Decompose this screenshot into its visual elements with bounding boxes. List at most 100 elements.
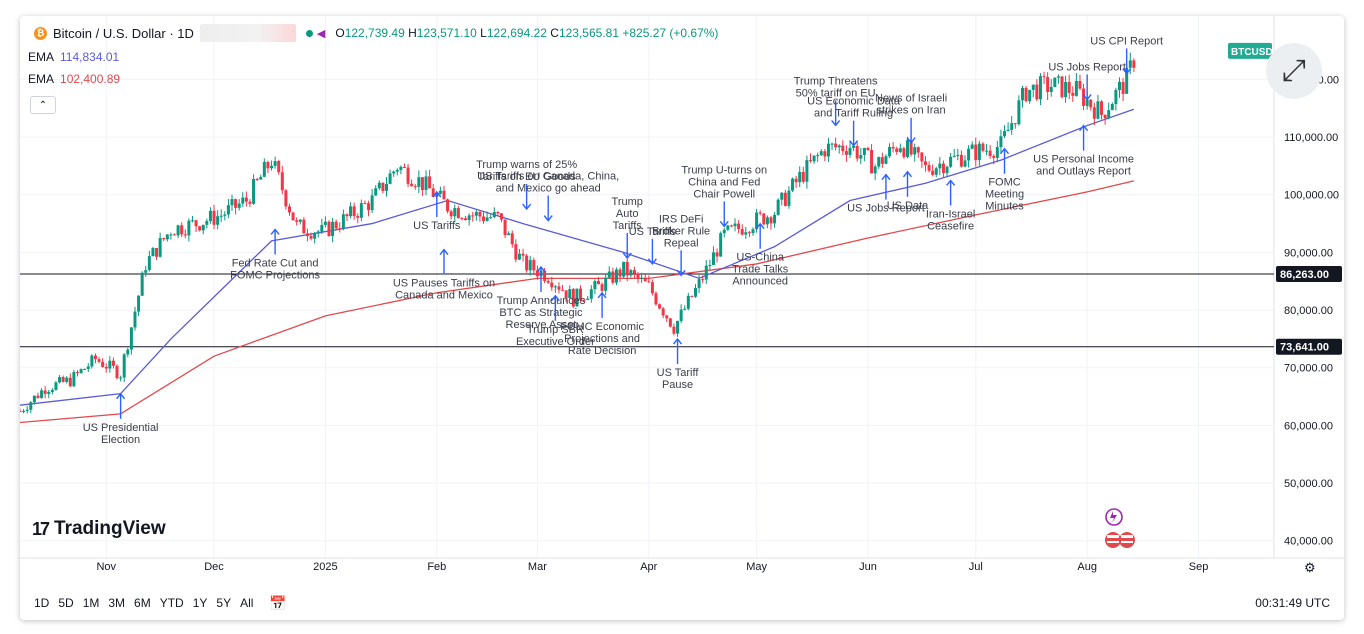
- annotation-text: Tariffs: [613, 220, 643, 232]
- range-button-1y[interactable]: 1Y: [192, 596, 208, 610]
- candle-body: [974, 144, 978, 161]
- annotation-text: FOMC: [988, 177, 1020, 189]
- candle-body: [86, 366, 90, 369]
- event-badges[interactable]: [1100, 504, 1150, 554]
- candle-body: [808, 160, 812, 162]
- candle-body: [729, 225, 733, 227]
- range-button-all[interactable]: All: [240, 596, 254, 610]
- candle-body: [726, 225, 730, 230]
- calendar-icon[interactable]: 📅: [269, 594, 287, 611]
- candle-body: [1010, 123, 1014, 130]
- candle-body: [532, 260, 536, 271]
- candle-body: [877, 157, 881, 167]
- candle-body: [499, 213, 503, 220]
- annotation-text: Trump: [612, 196, 643, 208]
- annotation-arrowhead: [676, 269, 686, 277]
- candle-body: [377, 182, 381, 189]
- y-tick-label: 70,000.00: [1284, 363, 1333, 375]
- candle-body: [690, 295, 694, 297]
- candle-body: [535, 270, 539, 277]
- candle-body: [201, 224, 205, 231]
- annotation-arrowhead: [622, 252, 632, 260]
- range-button-3m[interactable]: 3M: [108, 596, 126, 610]
- annotation-text: US Tariffs: [629, 226, 677, 238]
- candle-body: [54, 382, 58, 390]
- x-tick-label: May: [746, 561, 767, 573]
- candle-body: [812, 155, 816, 162]
- candle-body: [722, 229, 726, 234]
- annotation-text: US Personal Income: [1033, 154, 1134, 166]
- candle-body: [995, 147, 999, 158]
- y-tick-label: 60,000.00: [1284, 420, 1333, 432]
- candle-body: [68, 377, 72, 387]
- candle-body: [359, 203, 363, 218]
- annotation-text: Announced: [732, 276, 788, 288]
- y-tick-label: 40,000.00: [1284, 536, 1333, 548]
- candle-body: [920, 152, 924, 162]
- y-tick-label: 90,000.00: [1284, 247, 1333, 259]
- candle-body: [471, 215, 475, 217]
- candle-body: [1074, 80, 1078, 96]
- axes: 40,000.00 50,000.00 60,000.00 70,000.00 80,0…: [20, 16, 1344, 573]
- bitcoin-icon: ₿: [34, 26, 47, 40]
- candle-body: [1060, 76, 1064, 98]
- candle-body: [244, 197, 248, 202]
- candle-body: [564, 290, 568, 299]
- candle-body: [212, 210, 216, 225]
- annotation-arrowhead: [439, 248, 449, 256]
- candle-body: [733, 223, 737, 227]
- symbol-title[interactable]: Bitcoin / U.S. Dollar · 1D: [53, 25, 194, 41]
- candle-body: [453, 208, 457, 217]
- x-tick-label: Mar: [528, 561, 547, 573]
- x-tick-label: Aug: [1077, 561, 1097, 573]
- candle-body: [589, 289, 593, 299]
- candle-body: [108, 360, 112, 369]
- share-icon[interactable]: ◀: [316, 27, 326, 40]
- collapse-legend-button[interactable]: ⌃: [30, 96, 56, 114]
- candle-body: [496, 211, 500, 214]
- candle-body: [302, 219, 306, 234]
- obscured-region: [199, 24, 296, 42]
- annotation-text: strikes on Iran: [877, 105, 946, 117]
- candle-body: [352, 206, 356, 217]
- range-button-6m[interactable]: 6M: [134, 596, 151, 610]
- candle-body: [819, 151, 823, 156]
- annotation-text: US Jobs Report: [847, 203, 925, 215]
- candle-body: [356, 216, 360, 218]
- candle-body: [133, 311, 137, 328]
- price-label: 73,641.00: [1280, 342, 1329, 354]
- candle-body: [514, 244, 518, 260]
- annotation-arrowhead: [597, 291, 607, 299]
- candle-body: [1085, 99, 1089, 106]
- candle-body: [607, 271, 611, 278]
- x-tick-label: Feb: [427, 561, 446, 573]
- candle-body: [252, 178, 256, 204]
- range-button-1m[interactable]: 1M: [82, 596, 100, 610]
- candle-body: [708, 264, 712, 266]
- ema-slow-legend[interactable]: EMA 102,400.89: [28, 72, 121, 86]
- candle-body: [981, 143, 985, 151]
- candle-body: [1049, 86, 1053, 92]
- range-button-5d[interactable]: 5D: [58, 596, 74, 610]
- fullscreen-button[interactable]: ⤢: [1266, 43, 1322, 99]
- candle-body: [72, 372, 76, 387]
- gear-icon[interactable]: ⚙: [1304, 560, 1316, 575]
- annotation-arrowhead: [543, 215, 553, 222]
- candle-body: [334, 221, 338, 229]
- utc-clock[interactable]: 00:31:49 UTC: [1255, 596, 1330, 610]
- ema-fast-legend[interactable]: EMA 114,834.01: [28, 50, 120, 64]
- candle-body: [956, 154, 960, 156]
- range-button-1d[interactable]: 1D: [34, 596, 50, 610]
- price-chart[interactable]: 40,000.00 50,000.00 60,000.00 70,000.00 80,0…: [20, 16, 1344, 586]
- candle-body: [870, 149, 874, 174]
- candle-body: [349, 206, 353, 217]
- range-button-ytd[interactable]: YTD: [159, 596, 184, 610]
- annotation-text: Ceasefire: [927, 220, 974, 232]
- candle-body: [762, 213, 766, 225]
- candle-body: [528, 260, 532, 271]
- y-tick-label: 50,000.00: [1284, 478, 1333, 490]
- range-button-5y[interactable]: 5Y: [216, 596, 232, 610]
- candle-body: [625, 261, 629, 276]
- annotation-text: US Tariff: [657, 367, 700, 379]
- candle-body: [895, 148, 899, 152]
